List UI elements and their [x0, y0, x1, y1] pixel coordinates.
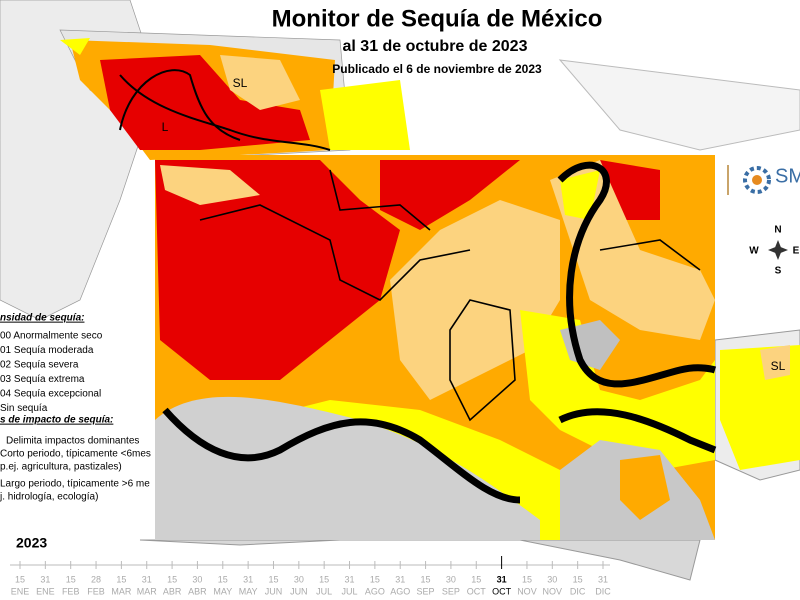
timeline-day: 31 — [243, 574, 253, 584]
timeline-day: 31 — [395, 574, 405, 584]
compass: N S E W — [749, 225, 799, 277]
timeline-day: 31 — [497, 574, 507, 584]
timeline-day: 15 — [218, 574, 228, 584]
published: Publicado el 6 de noviembre de 2023 — [332, 62, 542, 76]
timeline-month: AGO — [365, 586, 385, 596]
compass-e: E — [793, 246, 800, 257]
legend-item: Delimita impactos dominantes — [6, 436, 139, 447]
timeline-day: 30 — [192, 574, 202, 584]
timeline-month: ABR — [163, 586, 182, 596]
timeline-month: SEP — [417, 586, 435, 596]
timeline-day: 30 — [294, 574, 304, 584]
timeline-day: 15 — [268, 574, 278, 584]
timeline-day: 15 — [319, 574, 329, 584]
legend-item: 00 Anormalmente seco — [0, 331, 103, 342]
timeline-month: MAR — [111, 586, 132, 596]
legend-item: j. hidrología, ecología) — [0, 492, 98, 503]
legend-title: nsidad de sequía: — [0, 313, 84, 324]
compass-n: N — [774, 225, 781, 236]
title: Monitor de Sequía de México — [272, 5, 603, 32]
map-label: SL — [771, 359, 786, 373]
timeline-day: 15 — [66, 574, 76, 584]
timeline-day: 15 — [15, 574, 25, 584]
timeline-month: AGO — [390, 586, 410, 596]
timeline-month: JUN — [265, 586, 283, 596]
timeline-day: 15 — [471, 574, 481, 584]
timeline-month: ABR — [188, 586, 207, 596]
legend-item: 01 Sequía moderada — [0, 345, 94, 356]
timeline: 2023 15 ENE 31 ENE 15 FEB 28 FEB 15 MAR 31 MAR 15 ABR… — [10, 535, 611, 596]
legend-title: s de impacto de sequía: — [0, 415, 113, 426]
timeline-month: NOV — [517, 586, 537, 596]
compass-s: S — [775, 266, 782, 277]
logo: SM — [727, 165, 800, 195]
legend-item: Sin sequía — [0, 403, 48, 414]
timeline-day: 15 — [421, 574, 431, 584]
timeline-month: MAY — [213, 586, 232, 596]
timeline-month: DIC — [570, 586, 586, 596]
timeline-month: JUN — [290, 586, 308, 596]
timeline-month: OCT — [492, 586, 512, 596]
timeline-day: 15 — [522, 574, 532, 584]
timeline-month: DIC — [595, 586, 611, 596]
timeline-day: 15 — [116, 574, 126, 584]
timeline-month: ENE — [36, 586, 55, 596]
timeline-month: FEB — [87, 586, 105, 596]
inset-map — [155, 155, 717, 540]
timeline-year: 2023 — [16, 535, 47, 551]
subtitle: al 31 de octubre de 2023 — [343, 38, 528, 55]
timeline-day: 30 — [547, 574, 557, 584]
north-drought — [60, 38, 800, 470]
legend-item: Largo periodo, típicamente >6 me — [0, 479, 150, 490]
legend-item: Corto periodo, típicamente <6mes — [0, 449, 151, 460]
legend: nsidad de sequía: s de impacto de sequía… — [0, 313, 151, 503]
logo-text: SM — [775, 165, 800, 187]
timeline-month: FEB — [62, 586, 80, 596]
timeline-day: 15 — [370, 574, 380, 584]
timeline-day: 31 — [345, 574, 355, 584]
timeline-day: 28 — [91, 574, 101, 584]
legend-item: 02 Sequía severa — [0, 360, 79, 371]
timeline-month: SEP — [442, 586, 460, 596]
legend-item: 03 Sequía extrema — [0, 374, 85, 385]
timeline-day: 15 — [573, 574, 583, 584]
map-label: SL — [233, 76, 248, 90]
timeline-month: MAY — [239, 586, 258, 596]
timeline-month: NOV — [543, 586, 563, 596]
timeline-month: MAR — [137, 586, 158, 596]
map-label: L — [162, 120, 169, 134]
timeline-day: 30 — [446, 574, 456, 584]
timeline-month: JUL — [316, 586, 332, 596]
timeline-month: JUL — [342, 586, 358, 596]
timeline-day: 15 — [167, 574, 177, 584]
timeline-month: OCT — [467, 586, 487, 596]
timeline-day: 31 — [40, 574, 50, 584]
legend-item: p.ej. agricultura, pastizales) — [0, 462, 122, 473]
compass-w: W — [749, 246, 759, 257]
timeline-day: 31 — [598, 574, 608, 584]
timeline-day: 31 — [142, 574, 152, 584]
legend-item: 04 Sequía excepcional — [0, 389, 101, 400]
timeline-month: ENE — [11, 586, 30, 596]
